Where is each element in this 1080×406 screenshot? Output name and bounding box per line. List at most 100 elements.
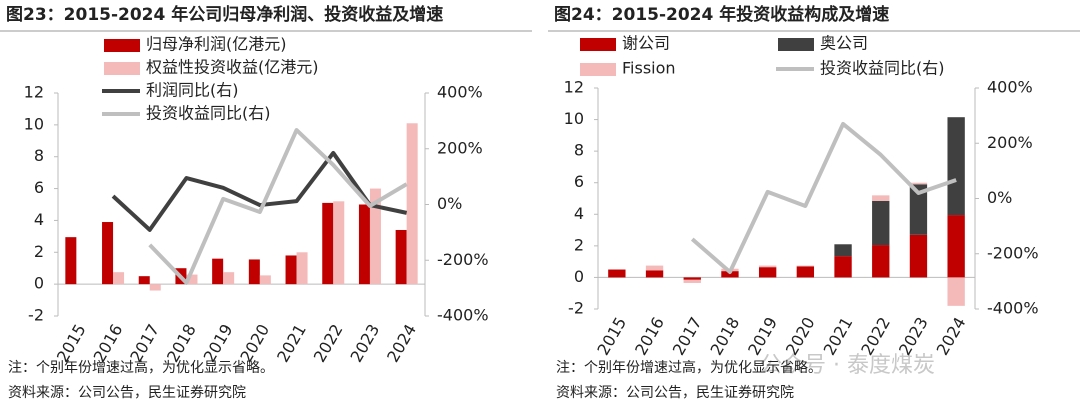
y2-tick-label: -200% <box>437 250 489 269</box>
bar <box>406 123 418 285</box>
bar <box>683 279 701 283</box>
bar <box>834 256 852 278</box>
legend-swatch <box>580 63 616 76</box>
y-tick-label: 10 <box>564 109 584 128</box>
legend-label: 权益性投资收益(亿港元) <box>146 58 319 77</box>
y-tick-label: 4 <box>574 204 584 223</box>
y-tick-label: 6 <box>574 172 584 191</box>
y-tick-label: 6 <box>34 178 44 197</box>
bar <box>758 267 777 278</box>
x-tick-label: 2022 <box>310 321 347 366</box>
bar <box>369 188 381 285</box>
line <box>148 128 408 285</box>
x-tick-label: 2017 <box>126 321 163 366</box>
y2-tick-label: 400% <box>437 83 483 102</box>
y2-tick-label: 0% <box>437 194 462 213</box>
y-tick-label: 0 <box>574 267 584 286</box>
legend-swatch <box>104 39 140 52</box>
bar <box>909 184 928 235</box>
y-tick-label: 2 <box>34 242 44 261</box>
x-tick-label: 2020 <box>782 314 819 359</box>
bar <box>909 182 928 185</box>
x-tick-label: 2021 <box>820 314 857 359</box>
note: 注：个别年份增速过高，为优化显示省略。 <box>8 359 274 376</box>
bar <box>248 259 260 285</box>
y-tick-label: 8 <box>34 146 44 165</box>
bar <box>333 201 345 285</box>
x-tick-label: 2019 <box>744 314 781 359</box>
y-tick-label: 12 <box>24 83 44 102</box>
bar <box>645 265 664 271</box>
y-tick-label: 12 <box>564 78 584 97</box>
bar <box>186 274 198 285</box>
legend-swatch <box>580 38 616 51</box>
x-tick-label: 2018 <box>163 321 200 366</box>
y-tick-label: -2 <box>28 306 44 325</box>
bar <box>296 252 308 285</box>
legend-swatch <box>104 62 140 75</box>
bar <box>683 277 701 280</box>
bar <box>395 229 407 285</box>
y2-tick-label: 400% <box>987 78 1033 97</box>
y-tick-label: 10 <box>24 114 44 133</box>
bar <box>259 275 271 285</box>
x-tick-label: 2015 <box>53 321 90 366</box>
y2-tick-label: 0% <box>987 188 1012 207</box>
x-tick-label: 2016 <box>90 321 127 366</box>
line <box>690 121 957 274</box>
bar <box>721 271 739 278</box>
x-tick-label: 2021 <box>273 321 310 366</box>
x-tick-label: 2016 <box>631 314 668 359</box>
x-tick-label: 2024 <box>933 314 970 359</box>
bar <box>113 272 125 285</box>
x-tick-label: 2018 <box>706 314 743 359</box>
x-tick-label: 2020 <box>236 321 273 366</box>
bar <box>608 269 626 278</box>
legend-swatch <box>778 38 814 51</box>
x-tick-label: 2019 <box>200 321 237 366</box>
x-tick-label: 2023 <box>346 321 383 366</box>
y2-tick-label: -200% <box>987 243 1039 262</box>
y-tick-label: 4 <box>34 210 44 229</box>
x-tick-label: 2023 <box>895 314 932 359</box>
bar <box>149 284 161 291</box>
bar <box>102 222 114 285</box>
bar <box>322 202 334 285</box>
x-tick-label: 2022 <box>857 314 894 359</box>
y2-tick-label: 200% <box>437 138 483 157</box>
bar <box>285 255 297 285</box>
bar <box>138 276 150 285</box>
legend-label: 投资收益同比(右) <box>146 104 271 123</box>
legend-label: 奥公司 <box>820 34 868 53</box>
watermark: 公众号 · 泰度煤炭 <box>760 353 935 378</box>
bar <box>909 234 928 278</box>
bar <box>758 265 777 268</box>
legend-label: 谢公司 <box>622 34 670 53</box>
legend-label: 利润同比(右) <box>146 81 239 100</box>
bar <box>947 215 965 278</box>
bar <box>645 270 664 278</box>
legend-label: 投资收益同比(右) <box>820 59 945 78</box>
bar <box>947 117 965 216</box>
bar <box>358 204 370 285</box>
bar <box>65 237 77 285</box>
bar <box>872 245 890 278</box>
y2-tick-label: -400% <box>987 299 1039 318</box>
y-tick-label: -2 <box>568 299 584 318</box>
legend-label: 归母净利润(亿港元) <box>146 35 287 54</box>
line <box>111 150 408 232</box>
legend-label: Fission <box>622 59 676 78</box>
chart-title: 图23：2015-2024 年公司归母净利润、投资收益及增速 <box>6 4 443 25</box>
y-tick-label: 2 <box>574 235 584 254</box>
x-tick-label: 2024 <box>383 321 420 366</box>
chart-title: 图24：2015-2024 年投资收益构成及增速 <box>554 4 889 25</box>
bar <box>223 272 235 285</box>
bar <box>796 265 815 267</box>
note: 资料来源：公司公告，民生证券研究院 <box>8 385 246 401</box>
y2-tick-label: -400% <box>437 306 489 325</box>
bar <box>212 258 224 285</box>
x-tick-label: 2015 <box>593 314 630 359</box>
note: 注：个别年份增速过高，为优化显示省略。 <box>556 359 822 376</box>
x-tick-label: 2017 <box>669 314 706 359</box>
